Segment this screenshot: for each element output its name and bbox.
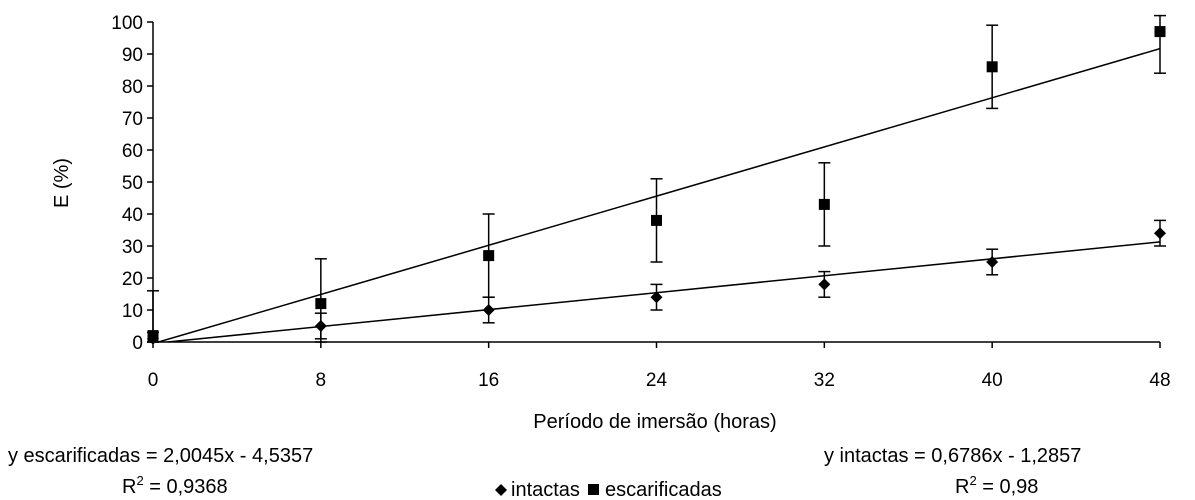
point-escarificadas-8: [315, 298, 327, 310]
legend: intactas escarificadas: [495, 479, 722, 500]
point-intactas-40: [986, 256, 999, 268]
x-tick-label-16: 16: [478, 370, 499, 391]
point-intactas-32: [818, 278, 831, 291]
x-axis-label: Período de imersão (horas): [533, 411, 776, 433]
r2-escarificadas-label: R: [122, 476, 136, 498]
x-tick-label-24: 24: [646, 370, 668, 391]
trendline-escarificadas: [158, 47, 1161, 343]
r2-escarificadas-exp: 2: [136, 473, 143, 488]
r2-intactas-exp: 2: [969, 473, 976, 488]
r2-escarificadas-value: = 0,9368: [144, 476, 228, 498]
point-intactas-8: [314, 320, 327, 332]
y-tick-label-20: 20: [122, 269, 143, 290]
x-tick-label-40: 40: [982, 370, 1003, 391]
point-escarificadas-48: [1154, 26, 1166, 38]
r2-intactas-label: R: [955, 476, 969, 498]
point-escarificadas-0: [147, 330, 159, 342]
y-tick-label-10: 10: [122, 301, 143, 322]
equation-escarificadas: y escarificadas = 2,0045x - 4,5357: [8, 445, 313, 467]
y-tick-label-0: 0: [132, 333, 143, 354]
point-escarificadas-32: [818, 198, 830, 210]
point-escarificadas-24: [651, 214, 662, 226]
point-intactas-16: [482, 304, 495, 316]
y-tick-label-50: 50: [122, 173, 143, 194]
x-tick-label-0: 0: [148, 370, 159, 391]
r2-escarificadas: R2 = 0,9368: [122, 473, 228, 498]
y-tick-label-80: 80: [122, 77, 143, 98]
data-markers: [147, 26, 1166, 345]
r2-intactas-value: = 0,98: [977, 476, 1039, 498]
y-tick-label-70: 70: [122, 109, 143, 130]
point-escarificadas-16: [483, 250, 495, 262]
point-intactas-48: [1154, 227, 1166, 240]
x-tick-label-48: 48: [1149, 370, 1170, 391]
y-tick-label-40: 40: [122, 205, 143, 226]
x-tick-label-8: 8: [316, 370, 327, 391]
legend-label-escarificadas: escarificadas: [605, 479, 722, 500]
y-tick-label-30: 30: [122, 237, 143, 258]
legend-square-icon: [588, 484, 599, 495]
y-tick-label-90: 90: [122, 45, 143, 66]
r2-intactas: R2 = 0,98: [955, 473, 1038, 498]
y-tick-label-60: 60: [122, 141, 143, 162]
legend-label-intactas: intactas: [511, 479, 580, 500]
axes: 0 10 20 30 40 50 60 70 80 90 100 0 8 16 24 32 40 48: [111, 13, 1170, 391]
equation-intactas: y intactas = 0,6786x - 1,2857: [824, 445, 1081, 467]
y-axis-label: E (%): [51, 158, 73, 208]
legend-diamond-icon: [495, 484, 507, 496]
point-intactas-24: [650, 291, 663, 304]
point-escarificadas-40: [986, 61, 998, 73]
y-tick-label-100: 100: [111, 13, 143, 34]
x-tick-label-32: 32: [814, 370, 835, 391]
